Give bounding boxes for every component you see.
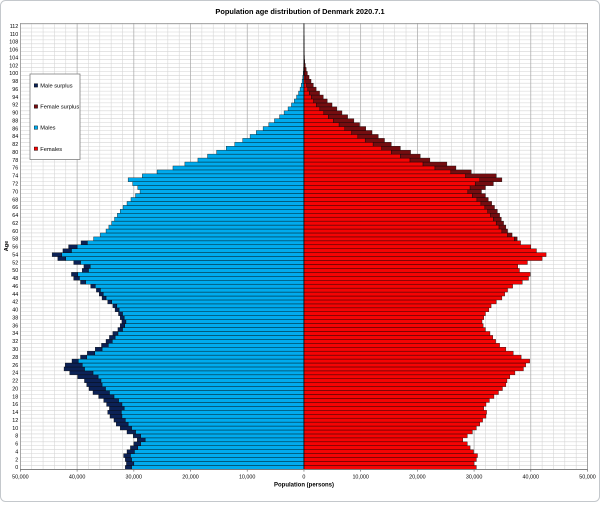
- svg-text:30: 30: [12, 347, 18, 353]
- svg-text:102: 102: [9, 63, 18, 69]
- svg-text:Males: Males: [40, 126, 55, 132]
- svg-text:72: 72: [12, 182, 18, 188]
- svg-text:0: 0: [15, 465, 18, 471]
- svg-text:Male surplus: Male surplus: [40, 84, 72, 90]
- svg-text:2: 2: [15, 457, 18, 463]
- svg-text:Age: Age: [4, 241, 10, 251]
- svg-text:106: 106: [9, 48, 18, 54]
- svg-text:82: 82: [12, 142, 18, 148]
- svg-text:80: 80: [12, 150, 18, 156]
- svg-text:6: 6: [15, 442, 18, 448]
- svg-text:4: 4: [15, 450, 18, 456]
- svg-text:44: 44: [12, 292, 18, 298]
- svg-text:20,000: 20,000: [409, 475, 426, 481]
- svg-text:54: 54: [12, 252, 18, 258]
- svg-text:20: 20: [12, 386, 18, 392]
- svg-text:14: 14: [12, 410, 18, 416]
- svg-text:28: 28: [12, 355, 18, 361]
- svg-text:74: 74: [12, 174, 18, 180]
- svg-text:50: 50: [12, 268, 18, 274]
- svg-text:32: 32: [12, 339, 18, 345]
- svg-text:Population (persons): Population (persons): [274, 483, 334, 489]
- svg-text:68: 68: [12, 197, 18, 203]
- svg-text:60: 60: [12, 229, 18, 235]
- svg-text:110: 110: [10, 32, 19, 38]
- svg-text:86: 86: [12, 126, 18, 132]
- svg-text:12: 12: [12, 418, 18, 424]
- svg-text:50,000: 50,000: [12, 475, 29, 481]
- svg-text:66: 66: [12, 205, 18, 211]
- svg-text:30,000: 30,000: [466, 475, 483, 481]
- svg-text:8: 8: [15, 434, 18, 440]
- svg-text:48: 48: [12, 276, 18, 282]
- svg-text:58: 58: [12, 237, 18, 243]
- svg-text:50,000: 50,000: [579, 475, 596, 481]
- svg-text:90: 90: [12, 111, 18, 117]
- svg-text:Population age distribution of: Population age distribution of Denmark 2…: [215, 7, 384, 16]
- svg-text:94: 94: [12, 95, 18, 101]
- svg-text:20,000: 20,000: [182, 475, 199, 481]
- svg-text:70: 70: [12, 189, 18, 195]
- svg-text:112: 112: [10, 24, 19, 30]
- svg-text:84: 84: [12, 134, 18, 140]
- svg-text:108: 108: [9, 40, 18, 46]
- svg-text:92: 92: [12, 103, 18, 109]
- svg-text:62: 62: [12, 221, 18, 227]
- svg-text:22: 22: [12, 379, 18, 385]
- svg-text:100: 100: [9, 71, 18, 77]
- svg-text:96: 96: [12, 87, 18, 93]
- svg-text:88: 88: [12, 118, 18, 124]
- svg-text:36: 36: [12, 323, 18, 329]
- svg-text:40,000: 40,000: [69, 475, 86, 481]
- svg-text:64: 64: [12, 213, 18, 219]
- svg-text:78: 78: [12, 158, 18, 164]
- svg-text:Female surplus: Female surplus: [40, 105, 79, 111]
- svg-text:0: 0: [302, 475, 305, 481]
- svg-text:26: 26: [12, 363, 18, 369]
- svg-text:46: 46: [12, 284, 18, 290]
- svg-text:10,000: 10,000: [239, 475, 256, 481]
- svg-text:98: 98: [12, 79, 18, 85]
- svg-text:38: 38: [12, 316, 18, 322]
- svg-text:34: 34: [12, 331, 18, 337]
- svg-text:18: 18: [12, 394, 18, 400]
- svg-text:42: 42: [12, 300, 18, 306]
- svg-text:76: 76: [12, 166, 18, 172]
- svg-text:56: 56: [12, 245, 18, 251]
- svg-text:10: 10: [12, 426, 18, 432]
- svg-text:24: 24: [12, 371, 18, 377]
- svg-text:Females: Females: [40, 147, 62, 153]
- svg-text:40: 40: [12, 308, 18, 314]
- svg-text:104: 104: [9, 55, 18, 61]
- svg-text:30,000: 30,000: [126, 475, 143, 481]
- svg-text:10,000: 10,000: [352, 475, 369, 481]
- svg-text:52: 52: [12, 260, 18, 266]
- svg-text:40,000: 40,000: [523, 475, 540, 481]
- svg-text:16: 16: [12, 402, 18, 408]
